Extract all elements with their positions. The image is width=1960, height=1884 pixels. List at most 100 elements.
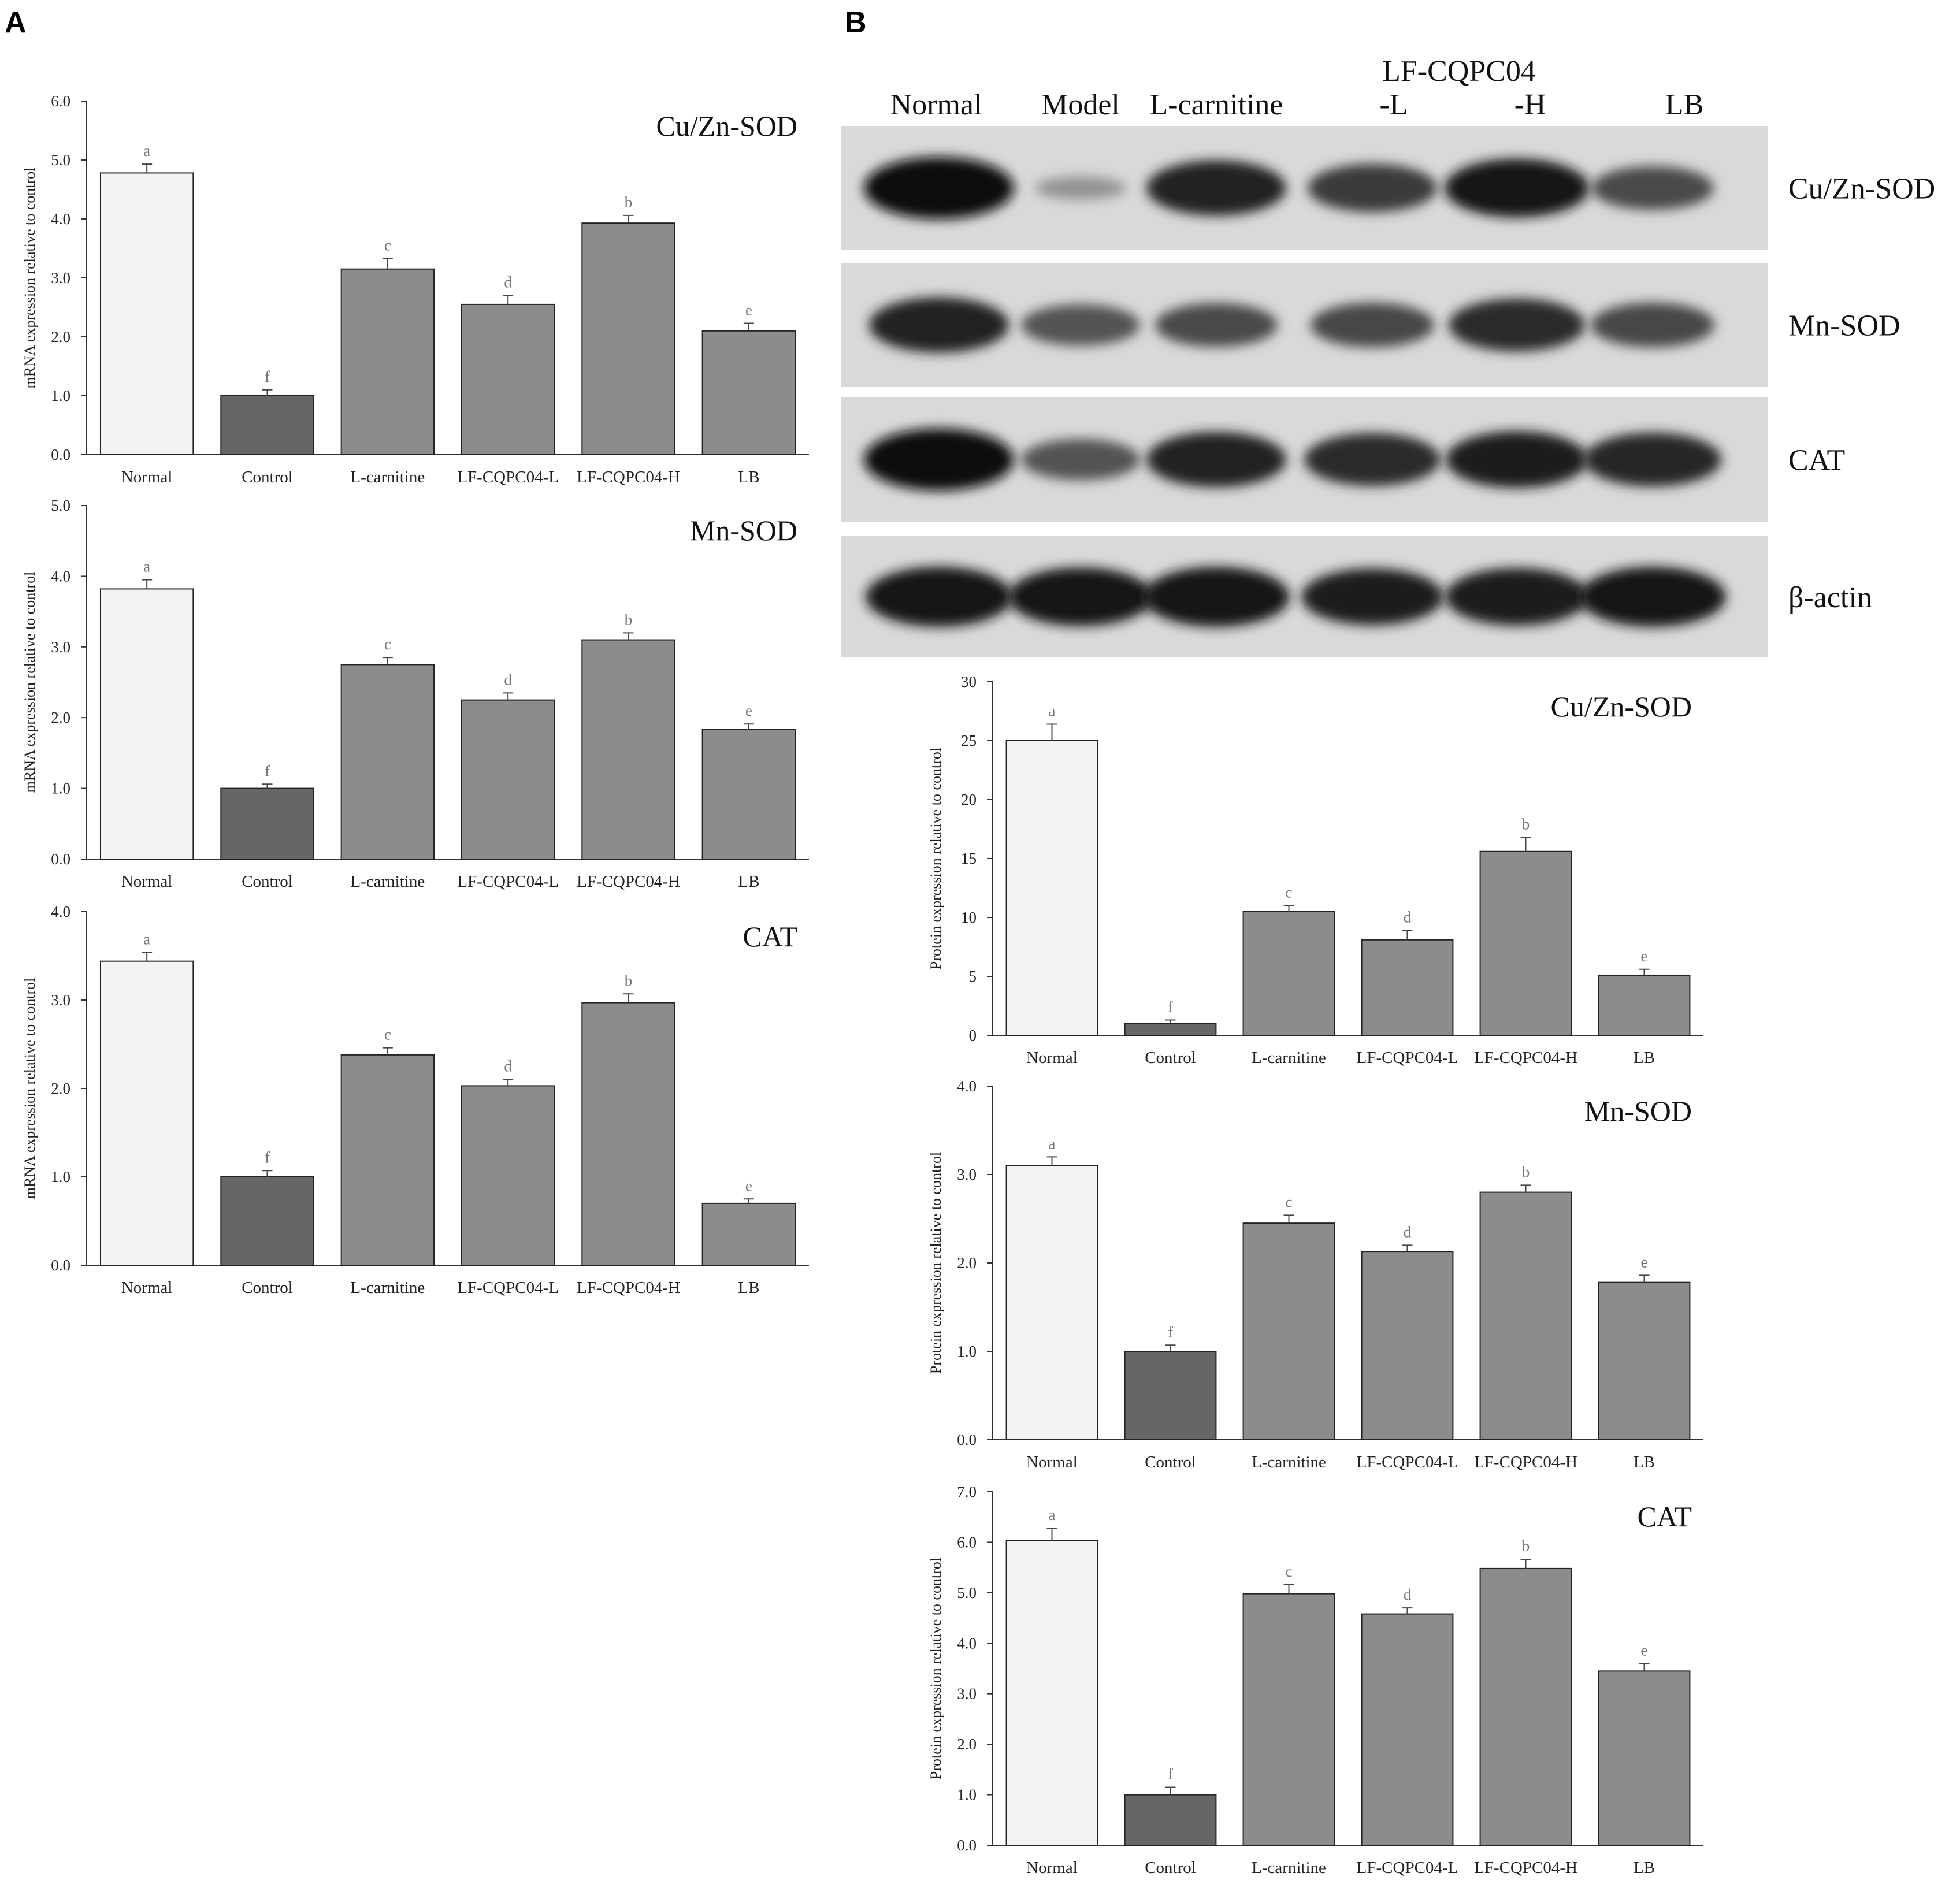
x-tick-label: LF-CQPC04-H (577, 1279, 680, 1297)
y-axis-label: Protein expression relative to control (927, 1152, 944, 1374)
x-tick-label: L-carnitine (350, 468, 425, 486)
bar (1242, 1593, 1335, 1846)
bar (1598, 1281, 1691, 1440)
significance-letter: e (745, 702, 752, 719)
blot-band (1445, 568, 1588, 626)
x-tick-label: LB (1634, 1859, 1655, 1877)
bar (1479, 850, 1572, 1036)
y-tick-label: 1.0 (51, 387, 70, 404)
blot-band (1021, 439, 1140, 481)
y-tick-label: 6.0 (51, 92, 70, 110)
significance-letter: e (1641, 947, 1648, 965)
y-tick-label: 5.0 (51, 151, 70, 169)
bar (1598, 974, 1691, 1036)
y-tick-label: 4.0 (957, 1077, 977, 1095)
blot-lane-label: LB (1665, 88, 1703, 121)
x-tick-label: LB (738, 468, 759, 486)
blot-band (1590, 302, 1715, 348)
blot-band (869, 297, 1009, 353)
significance-letter: a (1049, 1135, 1056, 1152)
chart-b-5: 0.0 1.0 2.0 3.0 4.0 5.0 6.0 7.0 Protein expressi… (927, 1483, 1703, 1877)
blot-band (1310, 302, 1435, 348)
chart-title: Mn-SOD (1584, 1095, 1692, 1127)
panel-letter-a: A (5, 6, 27, 39)
x-tick-label: LB (738, 1279, 759, 1297)
chart-title: Cu/Zn-SOD (656, 110, 797, 142)
y-axis-label: mRNA expression relative to control (21, 572, 38, 793)
blot-protein-label: Cu/Zn-SOD (1788, 173, 1935, 206)
x-tick-label: LF-CQPC04-L (457, 872, 559, 891)
x-tick-label: Control (1145, 1453, 1196, 1471)
significance-letter: b (625, 972, 633, 989)
x-tick-label: LF-CQPC04-H (1474, 1453, 1577, 1471)
bar (701, 330, 796, 455)
y-tick-label: 4.0 (51, 210, 70, 228)
x-tick-label: Control (242, 468, 293, 486)
y-tick-label: 3.0 (957, 1685, 977, 1703)
blot-band (1583, 432, 1722, 487)
y-tick-label: 0.0 (51, 850, 70, 868)
blot-band (1446, 431, 1588, 488)
significance-letter: c (384, 236, 391, 254)
y-axis-label: Protein expression relative to control (927, 1558, 944, 1779)
blot-band (1146, 432, 1286, 488)
bar (1242, 1222, 1335, 1440)
bar (340, 1054, 435, 1266)
y-tick-label: 3.0 (51, 638, 70, 656)
bar-charts: 0.0 1.0 2.0 3.0 4.0 5.0 6.0 mRNA expression rel… (21, 92, 1703, 1877)
blot-band (1021, 304, 1140, 346)
y-axis-label: Protein expression relative to control (927, 748, 944, 969)
y-tick-label: 4.0 (957, 1634, 977, 1652)
y-tick-label: 0 (969, 1027, 977, 1044)
significance-letter: d (1404, 1586, 1412, 1603)
chart-title: CAT (743, 920, 797, 953)
bar (461, 1085, 555, 1266)
bar (1361, 1613, 1454, 1846)
y-tick-label: 5.0 (51, 497, 70, 514)
y-tick-label: 20 (961, 791, 977, 808)
significance-letter: a (143, 142, 150, 159)
blot-protein-label: β-actin (1788, 581, 1872, 614)
y-tick-label: 1.0 (51, 1168, 70, 1186)
significance-letter: b (625, 194, 633, 211)
blot-group-label: LF-CQPC04 (1382, 55, 1536, 88)
bar (1598, 1670, 1691, 1846)
x-tick-label: L-carnitine (1252, 1049, 1326, 1067)
bar (461, 699, 555, 860)
blot-band (1155, 303, 1278, 347)
y-tick-label: 30 (961, 673, 977, 690)
significance-letter: f (1168, 998, 1173, 1015)
significance-letter: d (1404, 1223, 1412, 1240)
bar (1124, 1794, 1217, 1846)
bar (1124, 1023, 1217, 1036)
blot-band (1591, 166, 1714, 210)
significance-letter: e (1641, 1253, 1648, 1270)
chart-title: Cu/Zn-SOD (1551, 690, 1692, 723)
significance-letter: c (1286, 1563, 1293, 1580)
x-tick-label: LF-CQPC04-H (577, 872, 680, 891)
y-tick-label: 3.0 (51, 991, 70, 1009)
x-tick-label: Control (242, 872, 293, 891)
bar (1005, 1165, 1098, 1440)
x-tick-label: Control (1145, 1049, 1196, 1067)
y-tick-label: 2.0 (51, 1080, 70, 1097)
bar (1005, 740, 1098, 1036)
blot-band (864, 428, 1014, 491)
blot-lane-label: -H (1514, 88, 1546, 121)
significance-letter: a (143, 930, 150, 947)
x-tick-label: Normal (1026, 1859, 1078, 1877)
chart-b-4: 0.0 1.0 2.0 3.0 4.0 Protein expression relati… (927, 1077, 1703, 1471)
significance-letter: f (265, 762, 270, 779)
chart-a-0: 0.0 1.0 2.0 3.0 4.0 5.0 6.0 mRNA expression rel… (21, 92, 809, 486)
significance-letter: b (1522, 1537, 1530, 1555)
y-tick-label: 1.0 (957, 1786, 977, 1804)
blot-lane-label: -L (1379, 88, 1408, 121)
bar (1242, 911, 1335, 1036)
x-tick-label: Control (1145, 1859, 1196, 1877)
y-tick-label: 15 (961, 850, 977, 867)
y-tick-label: 0.0 (957, 1837, 977, 1854)
y-tick-label: 5 (969, 968, 977, 985)
significance-letter: d (504, 274, 512, 291)
bar (220, 1176, 314, 1266)
